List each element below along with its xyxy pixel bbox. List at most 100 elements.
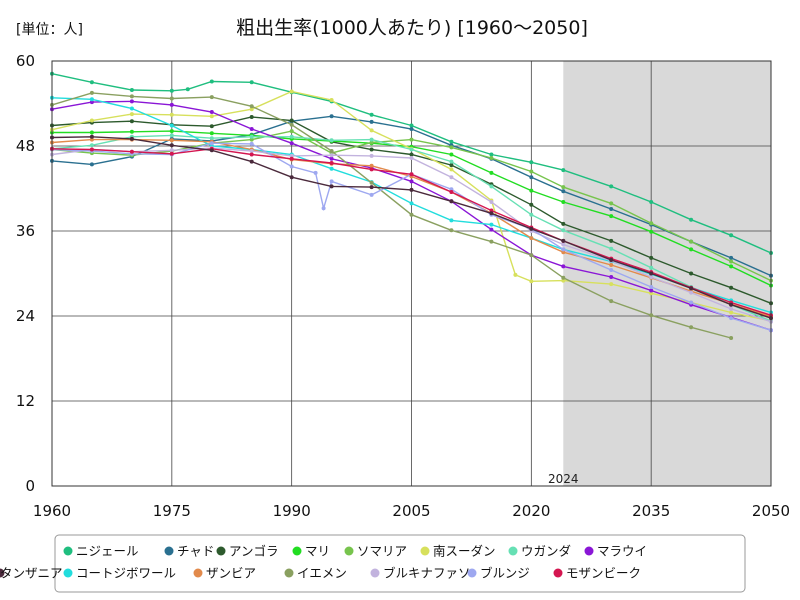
legend-box [54,534,746,593]
data-point [609,201,614,206]
data-point [609,246,614,251]
data-point [313,170,318,175]
data-point [209,110,214,114]
data-point [529,202,534,207]
data-point [329,184,334,189]
data-point [369,137,374,142]
data-point [129,129,134,134]
data-point [561,264,566,269]
data-point [289,175,294,180]
data-point [489,184,494,189]
data-point [689,286,694,291]
data-point [529,236,534,241]
legend-marker [284,568,294,578]
legend-marker [508,546,518,556]
data-point [249,149,254,153]
data-point [529,279,534,284]
data-point [489,170,494,175]
data-point [329,149,334,153]
data-point [529,169,534,174]
data-point [529,226,534,231]
data-point [289,164,294,169]
legend-marker [0,568,5,578]
data-point [369,192,374,197]
data-point [561,228,566,233]
data-point [89,97,94,102]
data-point [649,255,654,260]
legend-item[interactable]: ニジェール [63,544,139,559]
x-tick-label: 1990 [273,502,311,520]
data-point [369,112,374,117]
legend-item[interactable]: ソマリア [344,544,408,559]
data-point [529,175,534,180]
data-point [609,258,614,262]
data-point [689,247,694,252]
data-point [289,129,294,134]
data-point [169,112,174,117]
data-point [169,151,174,156]
data-point [489,227,494,232]
legend-label: モザンビーク [566,566,641,581]
data-point [369,185,374,190]
data-point [89,134,94,139]
legend-item[interactable]: アンゴラ [216,544,279,559]
data-point [449,175,454,180]
legend-item[interactable]: マリ [292,544,331,559]
data-point [129,88,134,92]
data-point [329,179,334,184]
data-point [169,102,174,107]
data-point [185,87,190,92]
data-point [249,115,254,119]
series-path [51,92,732,339]
y-tick-label: 36 [16,222,35,240]
legend-marker [420,546,430,556]
data-point [129,119,134,124]
legend-item[interactable]: タンザニア [0,566,63,581]
legend-item[interactable]: コートジボワール [63,566,177,581]
data-point [489,239,494,244]
data-point [649,313,654,318]
unit-label: [単位：人] [16,22,83,38]
legend-marker [344,546,354,556]
data-point [449,190,454,194]
data-point [369,147,374,152]
data-point [689,325,694,330]
series-line [50,90,734,340]
legend-label: ウガンダ [521,544,571,559]
data-point [409,127,414,131]
data-point [689,217,694,222]
data-point [329,166,334,171]
data-point [561,242,566,247]
x-tick-label: 2035 [632,502,670,520]
legend-marker [370,568,380,578]
legend-label: マラウイ [597,544,647,559]
legend-item[interactable]: ウガンダ [508,544,572,559]
data-point [609,184,614,189]
legend-item[interactable]: ブルンジ [467,566,530,581]
legend-marker [193,568,203,578]
x-tick-label: 1960 [33,502,71,520]
data-point [129,94,134,99]
x-tick-label: 2050 [752,502,790,520]
legend-item[interactable]: 南スーダン [420,544,496,559]
legend-item[interactable]: チャド [164,544,215,559]
data-point [561,247,566,252]
data-point [169,133,174,138]
legend-item[interactable]: ザンビア [193,566,257,581]
data-point [561,185,566,190]
data-point [369,167,374,172]
legend-item[interactable]: イエメン [284,566,347,581]
data-point [321,206,326,211]
x-tick-label: 1975 [153,502,191,520]
data-point [209,141,214,146]
data-point [561,168,566,173]
data-point [649,271,654,276]
legend-item[interactable]: モザンビーク [553,566,642,581]
legend-item[interactable]: ブルキナファソ [370,566,471,581]
data-point [329,161,334,165]
data-point [209,124,214,129]
legend-item[interactable]: マラウイ [584,544,648,559]
data-point [169,96,174,101]
data-point [89,137,94,142]
